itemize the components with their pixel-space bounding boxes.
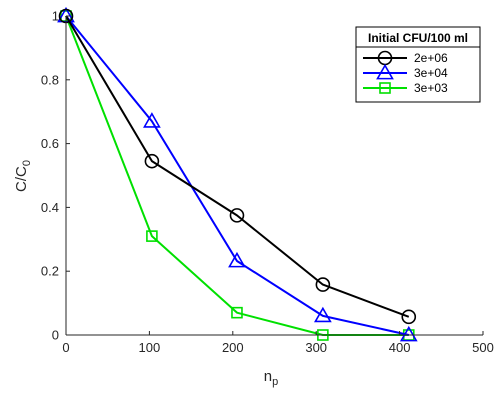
legend-entry: 3e+03 [363, 81, 448, 95]
axes: 0 100 200 300 400 500 0 0.2 0.4 0.6 0.8 1 [41, 9, 494, 356]
legend-entry: 3e+04 [363, 63, 448, 80]
data-point-circle [401, 309, 417, 325]
data-point-circle [144, 153, 160, 169]
data-point-triangle [313, 306, 332, 323]
y-tick-label: 1 [52, 9, 59, 24]
x-tick-label: 100 [139, 340, 161, 355]
data-point-circle [229, 208, 245, 223]
data-point-triangle [143, 112, 161, 128]
series-line [65, 15, 410, 318]
x-axis-label: np [264, 368, 278, 388]
y-axis-label-main: C/C [13, 166, 30, 192]
data-point-square [146, 230, 158, 242]
x-tick-label: 400 [389, 340, 411, 355]
legend-entry: 2e+06 [363, 50, 448, 66]
legend-label: 3e+04 [414, 66, 448, 80]
y-tick-label: 0.8 [41, 72, 59, 87]
legend-marker-square [379, 82, 391, 94]
y-axis-label-subscript: 0 [21, 160, 33, 166]
series-2e+06 [58, 8, 417, 325]
y-tick-label: 0 [52, 328, 59, 343]
x-tick-label: 0 [62, 340, 69, 355]
x-axis-label-main: n [264, 368, 272, 385]
data-point-circle [315, 277, 331, 292]
y-tick-label: 0.4 [41, 200, 59, 215]
y-tick-label: 0.6 [41, 136, 59, 151]
data-point-triangle [228, 251, 246, 268]
legend-label: 2e+06 [414, 51, 448, 65]
x-tick-label: 200 [222, 340, 244, 355]
legend-label: 3e+03 [414, 81, 448, 95]
legend-box [355, 26, 481, 103]
legend-title: Initial CFU/100 ml [368, 31, 468, 45]
series-line [65, 15, 409, 336]
y-tick-label: 0.2 [41, 264, 59, 279]
x-axis-label-subscript: p [272, 376, 278, 388]
y-axis-label: C/C0 [13, 160, 33, 192]
data-point-triangle [399, 325, 418, 342]
legend-marker-triangle [376, 63, 394, 80]
series-3e+04 [57, 6, 418, 342]
data-point-square [231, 306, 243, 319]
x-tick-label: 300 [305, 340, 327, 355]
x-tick-label: 500 [472, 340, 494, 355]
